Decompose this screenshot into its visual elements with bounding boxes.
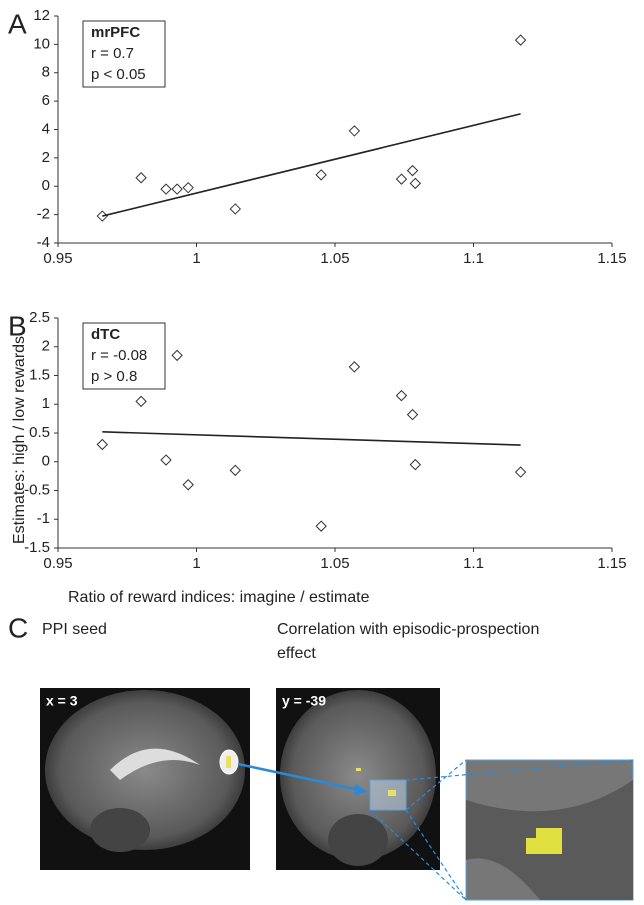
y-tick-label: 8 (42, 64, 50, 81)
annotation: p < 0.05 (91, 66, 146, 83)
point (396, 391, 406, 401)
point (516, 35, 526, 45)
annotation: r = -0.08 (91, 347, 147, 364)
trend-line (102, 432, 520, 445)
point (161, 455, 171, 465)
y-tick-label: 2.5 (29, 309, 50, 326)
y-tick-label: 1.5 (29, 366, 50, 383)
x-tick-label: 1.1 (463, 555, 484, 572)
point (316, 170, 326, 180)
y-tick-label: 6 (42, 92, 50, 109)
annotation: dTC (91, 326, 120, 343)
point (230, 465, 240, 475)
point (230, 204, 240, 214)
x-tick-label: 1 (192, 555, 200, 572)
point (172, 350, 182, 360)
y-tick-label: 0.5 (29, 424, 50, 441)
point (136, 173, 146, 183)
point (183, 480, 193, 490)
annotation: p > 0.8 (91, 368, 137, 385)
x-axis-label: Ratio of reward indices: imagine / estim… (68, 589, 370, 606)
y-tick-label: 4 (42, 120, 50, 137)
activation (388, 790, 396, 796)
point (396, 174, 406, 184)
y-tick-label: -2 (37, 206, 50, 223)
x-tick-label: 1.15 (597, 555, 626, 572)
slice-label: x = 3 (46, 693, 78, 709)
panel-title: Correlation with episodic-prospection ef… (277, 618, 577, 666)
annotation: r = 0.7 (91, 45, 134, 62)
y-tick-label: -4 (37, 234, 50, 251)
y-axis-label: Estimates: high / low rewards (11, 336, 28, 544)
panel-title: PPI seed (42, 618, 107, 642)
page: C x = 3 y = -39 A-4-20246810120.9511.051… (0, 0, 644, 905)
point (408, 166, 418, 176)
point (408, 410, 418, 420)
trend-line (102, 114, 520, 216)
point (172, 184, 182, 194)
x-tick-label: 1.05 (320, 555, 349, 572)
y-tick-label: 12 (33, 7, 50, 24)
point (161, 184, 171, 194)
y-tick-label: 1 (42, 395, 50, 412)
x-tick-label: 0.95 (43, 555, 72, 572)
y-tick-label: 0 (42, 453, 50, 470)
point (316, 521, 326, 531)
annotation: mrPFC (91, 24, 140, 41)
x-tick-label: 1 (192, 250, 200, 267)
figure: C x = 3 y = -39 A-4-20246810120.9511.051… (0, 0, 644, 905)
y-tick-label: -1 (37, 510, 50, 527)
slice-label: y = -39 (282, 693, 326, 709)
x-tick-label: 1.05 (320, 250, 349, 267)
y-tick-label: 0 (42, 177, 50, 194)
y-tick-label: 2 (42, 149, 50, 166)
y-tick-label: 2 (42, 338, 50, 355)
cerebellum (328, 814, 388, 866)
x-tick-label: 1.1 (463, 250, 484, 267)
point (349, 362, 359, 372)
point (136, 396, 146, 406)
panel-label: C (8, 612, 28, 643)
x-tick-label: 1.15 (597, 250, 626, 267)
panel-label: A (8, 8, 27, 39)
seed-spot (226, 756, 231, 768)
point (349, 126, 359, 136)
y-tick-label: 10 (33, 35, 50, 52)
point (97, 440, 107, 450)
activation (356, 768, 361, 771)
point (410, 460, 420, 470)
point (183, 183, 193, 193)
x-tick-label: 0.95 (43, 250, 72, 267)
point (410, 178, 420, 188)
point (516, 467, 526, 477)
cerebellum (90, 808, 150, 852)
